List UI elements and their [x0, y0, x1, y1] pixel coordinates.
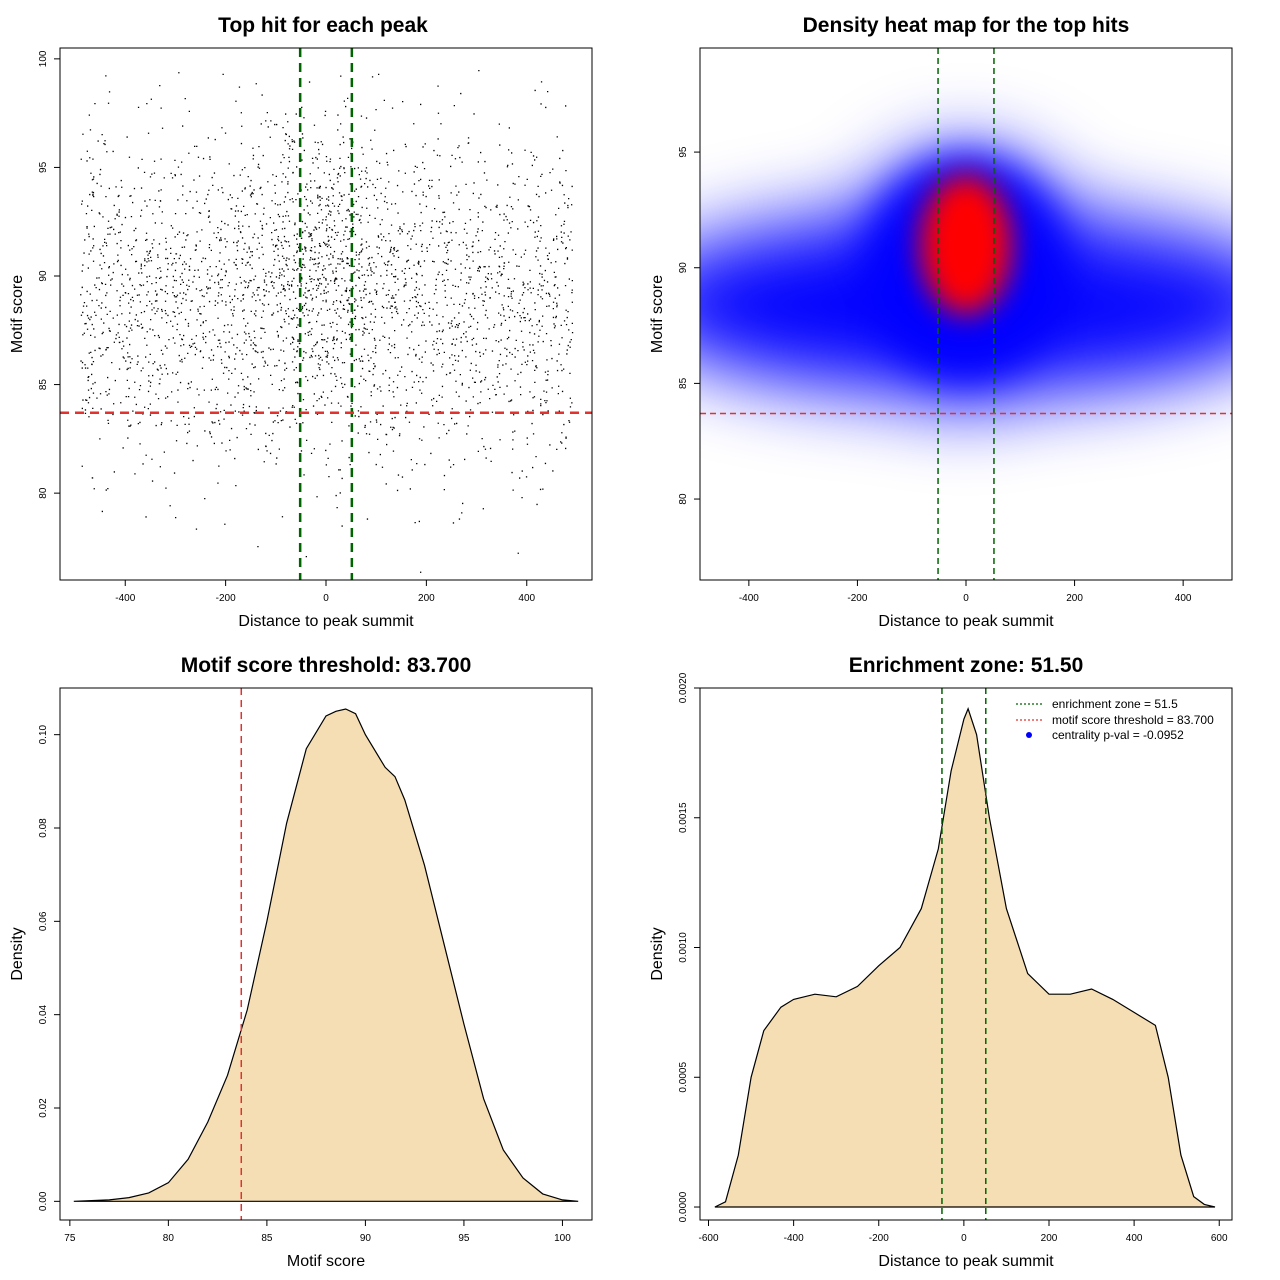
x-tick-label: -200 — [847, 593, 867, 604]
y-tick-label: 100 — [38, 50, 49, 67]
heatmap-density — [700, 48, 1232, 580]
heatmap-reference-lines — [700, 48, 1232, 580]
x-tick-label: -400 — [739, 593, 759, 604]
x-tick-label: -600 — [699, 1233, 719, 1244]
legend: enrichment zone = 51.5 motif score thres… — [1016, 697, 1214, 742]
y-tick-label: 0.0005 — [678, 1062, 689, 1093]
x-tick-label: 400 — [518, 593, 535, 604]
x-tick-label: 400 — [1175, 593, 1192, 604]
y-tick-label: 85 — [678, 377, 689, 389]
panel-distance-density: Enrichment zone: 51.50 -600 -400 -200 0 200 4… — [649, 654, 1233, 1270]
y-tick-label: 0.10 — [38, 724, 49, 744]
y-tick-label: 90 — [38, 270, 49, 282]
heatmap-hot-spot — [920, 174, 1012, 315]
x-tick-label: 95 — [458, 1233, 470, 1244]
heatmap-y-label: Motif score — [649, 275, 666, 353]
score-density-area — [73, 708, 579, 1202]
x-tick-label: 200 — [1041, 1233, 1058, 1244]
y-tick-label: 0.04 — [38, 1004, 49, 1024]
x-tick-label: -200 — [869, 1233, 889, 1244]
x-tick-label: 100 — [554, 1233, 571, 1244]
legend-enrichment-label: enrichment zone = 51.5 — [1052, 697, 1178, 711]
x-tick-label: 400 — [1126, 1233, 1143, 1244]
y-tick-label: 95 — [38, 161, 49, 173]
x-tick-label: 200 — [418, 593, 435, 604]
legend-centrality-label: centrality p-val = -0.0952 — [1052, 728, 1184, 742]
scatter-reference-lines — [60, 48, 592, 580]
distance-density-x-label: Distance to peak summit — [878, 1253, 1054, 1270]
scatter-x-axis: -400 -200 0 200 400 — [115, 580, 536, 604]
distance-density-area — [714, 707, 1216, 1208]
y-tick-label: 0.0020 — [678, 672, 689, 703]
scatter-points — [80, 70, 574, 573]
scatter-title: Top hit for each peak — [218, 14, 428, 37]
x-tick-label: 90 — [360, 1233, 372, 1244]
x-tick-label: 0 — [963, 593, 969, 604]
scatter-y-label: Motif score — [9, 275, 26, 353]
heatmap-title: Density heat map for the top hits — [803, 14, 1130, 37]
y-tick-label: 95 — [678, 146, 689, 158]
y-tick-label: 0.00 — [38, 1191, 49, 1211]
y-tick-label: 0.0015 — [678, 802, 689, 833]
distance-density-plot-frame — [699, 687, 1233, 1221]
scatter-y-axis: 80 85 90 95 100 — [38, 50, 60, 499]
x-tick-label: -200 — [216, 593, 236, 604]
legend-threshold-label: motif score threshold = 83.700 — [1052, 713, 1214, 727]
enrichment-zone-lines — [941, 688, 987, 1220]
scatter-point-cloud — [80, 70, 574, 573]
y-tick-label: 0.06 — [38, 911, 49, 931]
distance-density-y-label: Density — [649, 927, 666, 980]
x-tick-label: 200 — [1066, 593, 1083, 604]
y-tick-label: 90 — [678, 262, 689, 274]
distance-density-y-axis: 0.0000 0.0005 0.0010 0.0015 0.0020 — [678, 672, 700, 1222]
legend-centrality-marker — [1026, 732, 1032, 738]
x-tick-label: 0 — [323, 593, 329, 604]
x-tick-label: 80 — [163, 1233, 175, 1244]
x-tick-label: 0 — [961, 1233, 967, 1244]
panel-scatter: Top hit for each peak -400 -200 0 200 400 80… — [9, 14, 593, 630]
x-tick-label: 85 — [261, 1233, 273, 1244]
score-density-x-label: Motif score — [287, 1253, 365, 1270]
y-tick-label: 0.0000 — [678, 1191, 689, 1222]
heatmap-x-label: Distance to peak summit — [878, 613, 1054, 630]
scatter-x-label: Distance to peak summit — [238, 613, 414, 630]
distance-density-title: Enrichment zone: 51.50 — [849, 654, 1084, 677]
score-density-y-label: Density — [9, 927, 26, 980]
y-tick-label: 0.08 — [38, 818, 49, 838]
x-tick-label: -400 — [784, 1233, 804, 1244]
y-tick-label: 85 — [38, 379, 49, 391]
distance-density-x-axis: -600 -400 -200 0 200 400 600 — [699, 1220, 1228, 1244]
y-tick-label: 80 — [678, 493, 689, 505]
y-tick-label: 80 — [38, 487, 49, 499]
heatmap-x-axis: -400 -200 0 200 400 — [739, 580, 1192, 604]
heatmap-y-axis: 80 85 90 95 — [678, 146, 700, 505]
score-density-x-axis: 75 80 85 90 95 100 — [64, 1220, 571, 1244]
x-tick-label: -400 — [115, 593, 135, 604]
score-density-y-axis: 0.00 0.02 0.04 0.06 0.08 0.10 — [38, 724, 60, 1211]
y-tick-label: 0.02 — [38, 1098, 49, 1118]
x-tick-label: 600 — [1211, 1233, 1228, 1244]
x-tick-label: 75 — [64, 1233, 76, 1244]
y-tick-label: 0.0010 — [678, 932, 689, 963]
scatter-plot-frame — [59, 47, 593, 581]
score-density-plot-frame — [59, 687, 593, 1221]
panel-score-density: Motif score threshold: 83.700 75 80 85 90 95… — [9, 654, 593, 1270]
panel-heatmap: Density heat map for the top hits -400 -2… — [649, 14, 1233, 630]
score-density-title: Motif score threshold: 83.700 — [181, 654, 472, 677]
